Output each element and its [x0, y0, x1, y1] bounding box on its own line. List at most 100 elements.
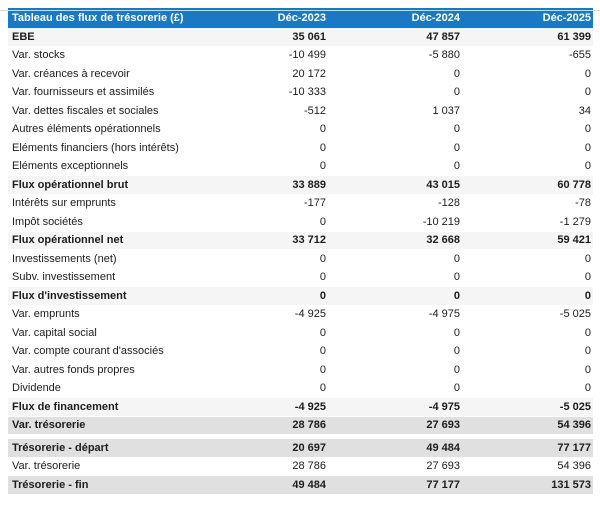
row-label: Subv. investissement	[8, 268, 193, 287]
table-row: Trésorerie - fin 49 484 77 177 131 573	[8, 475, 593, 495]
row-value-2025: 0	[462, 286, 593, 306]
row-label: Var. compte courant d'associés	[8, 342, 193, 361]
row-label: EBE	[8, 28, 193, 47]
table-row: Dividende 0 0 0	[8, 379, 593, 398]
row-value-2023: -4 925	[193, 305, 328, 324]
row-label: Intérêts sur emprunts	[8, 194, 193, 213]
table-row: Eléments financiers (hors intérêts) 0 0 …	[8, 138, 593, 158]
row-label: Flux de financement	[8, 397, 193, 417]
row-label: Eléments financiers (hors intérêts)	[8, 138, 193, 158]
row-value-2024: 0	[328, 323, 462, 343]
row-label: Autres éléments opérationnels	[8, 120, 193, 139]
row-value-2024: 0	[328, 342, 462, 361]
row-value-2023: -512	[193, 101, 328, 121]
row-value-2024: -5 880	[328, 46, 462, 65]
row-label: Var. dettes fiscales et sociales	[8, 101, 193, 121]
row-value-2025: 0	[462, 268, 593, 287]
row-value-2023: 0	[193, 286, 328, 306]
table-title: Tableau des flux de trésorerie (£)	[8, 8, 193, 28]
header-row: Tableau des flux de trésorerie (£) Déc-2…	[8, 8, 593, 28]
row-label: Flux opérationnel brut	[8, 175, 193, 195]
row-value-2023: -10 333	[193, 83, 328, 102]
column-header-2024: Déc-2024	[328, 8, 462, 28]
row-label: Impôt sociétés	[8, 212, 193, 232]
table-row: Var. créances à recevoir 20 172 0 0	[8, 64, 593, 84]
row-value-2024	[328, 434, 462, 439]
table-row: Var. emprunts -4 925 -4 975 -5 025	[8, 305, 593, 324]
row-value-2025: 77 177	[462, 439, 593, 458]
row-value-2023: 0	[193, 157, 328, 176]
table-row: Var. compte courant d'associés 0 0 0	[8, 342, 593, 361]
row-value-2025: -5 025	[462, 305, 593, 324]
row-value-2025: 34	[462, 101, 593, 121]
row-value-2025: 54 396	[462, 457, 593, 476]
row-value-2024: 43 015	[328, 175, 462, 195]
row-label: Trésorerie - fin	[8, 475, 193, 495]
row-value-2023: 20 697	[193, 439, 328, 458]
row-value-2025: -5 025	[462, 397, 593, 417]
row-value-2023: 0	[193, 212, 328, 232]
row-label: Var. trésorerie	[8, 416, 193, 435]
row-value-2023: 28 786	[193, 416, 328, 435]
table-row	[8, 434, 593, 439]
row-label: Var. créances à recevoir	[8, 64, 193, 84]
table-row: Subv. investissement 0 0 0	[8, 268, 593, 287]
table-row: Var. dettes fiscales et sociales -512 1 …	[8, 101, 593, 121]
row-value-2025: -1 279	[462, 212, 593, 232]
row-label: Var. fournisseurs et assimilés	[8, 83, 193, 102]
row-value-2023	[193, 434, 328, 439]
row-value-2023: 0	[193, 360, 328, 380]
row-label: Var. capital social	[8, 323, 193, 343]
row-value-2023: 35 061	[193, 28, 328, 47]
table-row: Flux opérationnel net 33 712 32 668 59 4…	[8, 231, 593, 250]
row-value-2023: 0	[193, 342, 328, 361]
row-value-2024: 0	[328, 120, 462, 139]
row-label	[8, 434, 193, 439]
table-row: Eléments exceptionnels 0 0 0	[8, 157, 593, 176]
row-value-2024: -10 219	[328, 212, 462, 232]
row-value-2024: 27 693	[328, 416, 462, 435]
row-value-2025: -78	[462, 194, 593, 213]
row-value-2024: 32 668	[328, 231, 462, 250]
row-label: Dividende	[8, 379, 193, 398]
row-label: Flux d'investissement	[8, 286, 193, 306]
row-value-2025: 54 396	[462, 416, 593, 435]
row-value-2024: 0	[328, 64, 462, 84]
row-value-2024: 1 037	[328, 101, 462, 121]
row-value-2025: 0	[462, 120, 593, 139]
row-value-2024: 0	[328, 268, 462, 287]
row-value-2024: 0	[328, 83, 462, 102]
row-value-2023: 0	[193, 138, 328, 158]
table-row: EBE 35 061 47 857 61 399	[8, 28, 593, 47]
row-value-2023: 0	[193, 120, 328, 139]
row-value-2023: 49 484	[193, 475, 328, 495]
row-value-2024: 0	[328, 379, 462, 398]
row-label: Var. emprunts	[8, 305, 193, 324]
row-value-2023: 33 712	[193, 231, 328, 250]
table-row: Intérêts sur emprunts -177 -128 -78	[8, 194, 593, 213]
cashflow-table: Tableau des flux de trésorerie (£) Déc-2…	[8, 8, 593, 495]
row-value-2024: 0	[328, 360, 462, 380]
table-row: Var. capital social 0 0 0	[8, 323, 593, 343]
row-value-2025: 0	[462, 83, 593, 102]
row-label: Var. stocks	[8, 46, 193, 65]
row-value-2024: 0	[328, 249, 462, 269]
row-value-2023: -10 499	[193, 46, 328, 65]
table-row: Investissements (net) 0 0 0	[8, 249, 593, 269]
table-row: Flux de financement -4 925 -4 975 -5 025	[8, 397, 593, 417]
row-value-2024: 0	[328, 138, 462, 158]
row-value-2023: 33 889	[193, 175, 328, 195]
row-value-2023: 28 786	[193, 457, 328, 476]
row-value-2024: 49 484	[328, 439, 462, 458]
row-label: Var. autres fonds propres	[8, 360, 193, 380]
table-row: Var. stocks -10 499 -5 880 -655	[8, 46, 593, 65]
column-header-2023: Déc-2023	[193, 8, 328, 28]
table-header: Tableau des flux de trésorerie (£) Déc-2…	[8, 8, 593, 28]
table-body: EBE 35 061 47 857 61 399 Var. stocks -10…	[8, 28, 593, 495]
row-value-2025: 0	[462, 157, 593, 176]
page: { "table": { "title": "Tableau des flux …	[0, 8, 600, 513]
table-row: Impôt sociétés 0 -10 219 -1 279	[8, 212, 593, 232]
row-value-2023: 0	[193, 249, 328, 269]
row-value-2023: -4 925	[193, 397, 328, 417]
row-value-2023: -177	[193, 194, 328, 213]
